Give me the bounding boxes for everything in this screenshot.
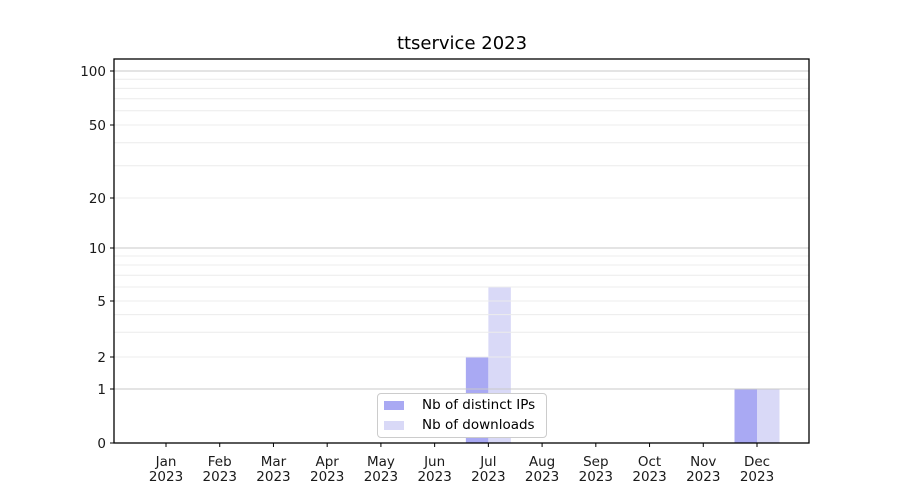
y-tick-label: 0: [97, 436, 106, 452]
x-tick-label-month: Dec: [744, 454, 770, 470]
legend-swatch-distinct-ips: [384, 401, 404, 410]
bar-distinct-ips-dec: [734, 389, 757, 443]
x-tick-label-year: 2023: [203, 469, 237, 485]
x-tick-label-month: Mar: [261, 454, 287, 470]
x-tick-label-month: Sep: [583, 454, 608, 470]
x-tick-label-year: 2023: [417, 469, 451, 485]
x-tick-label-year: 2023: [310, 469, 344, 485]
x-tick-label-month: Feb: [208, 454, 232, 470]
x-tick-label-month: May: [367, 454, 395, 470]
y-tick-label: 50: [89, 118, 106, 134]
y-tick-label: 20: [89, 191, 106, 207]
y-tick-label: 10: [89, 241, 106, 257]
x-tick-label-month: Apr: [316, 454, 340, 470]
legend-label-downloads: Nb of downloads: [422, 417, 535, 433]
legend-item-distinct-ips: Nb of distinct IPs: [384, 397, 540, 414]
legend: Nb of distinct IPs Nb of downloads: [377, 393, 547, 438]
x-tick-label-month: Oct: [638, 454, 661, 470]
legend-swatch-downloads: [384, 421, 404, 430]
y-tick-label: 1: [97, 382, 106, 398]
y-tick-label: 2: [97, 350, 106, 366]
y-tick-label: 100: [80, 64, 106, 80]
x-tick-label-year: 2023: [256, 469, 290, 485]
x-tick-label-month: Aug: [529, 454, 555, 470]
x-tick-label-year: 2023: [686, 469, 720, 485]
x-tick-label-year: 2023: [632, 469, 666, 485]
chart-title: ttservice 2023: [396, 33, 528, 54]
x-tick-label-year: 2023: [579, 469, 613, 485]
x-tick-label-year: 2023: [364, 469, 398, 485]
x-tick-label-month: Nov: [690, 454, 716, 470]
x-tick-label-year: 2023: [525, 469, 559, 485]
y-tick-label: 5: [97, 294, 106, 310]
x-tick-label-year: 2023: [471, 469, 505, 485]
x-tick-label-month: Jul: [479, 454, 496, 470]
x-tick-label-year: 2023: [149, 469, 183, 485]
plot-border: [113, 58, 810, 444]
x-tick-label-month: Jun: [423, 454, 445, 470]
legend-item-downloads: Nb of downloads: [384, 417, 540, 434]
x-tick-label-month: Jan: [155, 454, 177, 470]
bar-downloads-dec: [757, 389, 780, 443]
x-tick-label-year: 2023: [740, 469, 774, 485]
legend-label-distinct-ips: Nb of distinct IPs: [422, 397, 536, 413]
